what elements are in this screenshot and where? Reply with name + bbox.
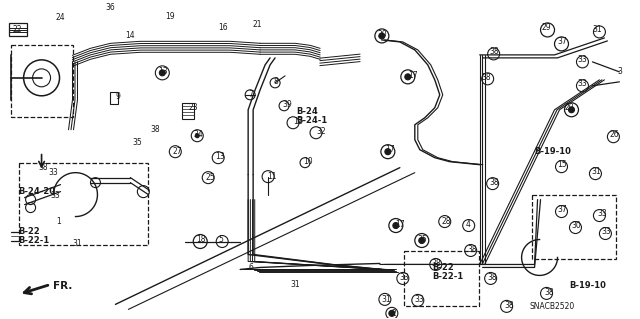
Text: 18: 18 [196,235,205,244]
Text: 3: 3 [618,67,622,76]
Text: 33: 33 [602,227,611,236]
Text: 30: 30 [572,221,581,230]
Circle shape [195,134,199,138]
Text: 36: 36 [106,4,115,12]
Text: B-24-20: B-24-20 [19,187,56,196]
Text: 31: 31 [72,239,82,248]
Text: 38: 38 [488,273,497,282]
Text: B-24: B-24 [296,107,318,116]
Text: 13: 13 [215,152,225,161]
Text: 17: 17 [395,220,404,229]
Bar [19,163,148,244]
Text: 20: 20 [564,103,574,112]
Text: 35: 35 [418,235,428,244]
Text: 2: 2 [392,309,397,318]
Bar [182,103,195,119]
Circle shape [568,107,575,113]
Bar [11,45,72,117]
Text: 14: 14 [125,32,135,41]
Text: 7: 7 [248,90,253,99]
Text: 33: 33 [597,209,607,218]
Text: 22: 22 [13,26,22,34]
Text: 38: 38 [545,288,554,297]
Text: 33: 33 [415,295,424,304]
Text: 23: 23 [188,103,198,112]
Text: 35: 35 [132,138,142,147]
Text: 38: 38 [490,48,499,56]
Text: 32: 32 [316,127,326,136]
Text: 17: 17 [385,145,394,154]
Circle shape [405,74,411,80]
Text: 4: 4 [466,220,470,229]
Text: 33: 33 [49,168,58,177]
Text: B-22-1: B-22-1 [19,236,50,245]
Text: 1: 1 [56,217,61,226]
Text: 25: 25 [205,173,215,182]
Text: 38: 38 [150,125,160,134]
Text: B-19-10: B-19-10 [534,147,572,156]
Circle shape [389,310,395,316]
Circle shape [419,238,425,243]
Text: 38: 38 [432,259,442,268]
Text: 11: 11 [267,172,276,181]
Text: 37: 37 [557,37,567,46]
Text: 33: 33 [577,56,588,64]
Text: 34: 34 [193,130,203,139]
Text: 33: 33 [51,191,60,200]
Text: 31: 31 [382,295,392,304]
Text: 31: 31 [593,26,602,34]
Text: 27: 27 [172,147,182,156]
Text: B-22-1: B-22-1 [432,272,463,281]
Circle shape [379,33,385,39]
Text: 17: 17 [408,71,417,80]
Text: B-24-1: B-24-1 [296,116,327,125]
Text: 12: 12 [293,117,303,126]
Text: 29: 29 [541,23,551,33]
Text: B-19-10: B-19-10 [570,281,606,290]
Circle shape [385,149,391,155]
Text: 31: 31 [591,167,601,176]
Text: 6: 6 [248,263,253,272]
Text: 21: 21 [252,20,262,29]
Text: 28: 28 [442,217,451,226]
Text: 19: 19 [165,12,175,21]
Text: 5: 5 [218,235,223,244]
Bar [111,92,118,104]
Circle shape [393,223,399,228]
Text: 38: 38 [490,178,499,187]
Text: 16: 16 [218,23,228,33]
Text: 38: 38 [38,163,48,172]
Text: 33: 33 [400,273,410,282]
Text: 33: 33 [577,79,588,88]
Text: 13: 13 [158,67,168,76]
Text: 38: 38 [468,245,477,254]
Text: B-22: B-22 [19,227,40,236]
Bar [404,251,479,306]
Text: 9: 9 [115,92,120,101]
Text: 10: 10 [303,157,313,166]
Text: 20: 20 [378,30,387,40]
Text: 38: 38 [482,73,492,82]
Text: 26: 26 [609,130,619,139]
Text: 24: 24 [56,13,65,22]
Text: 8: 8 [273,77,278,86]
Circle shape [159,70,165,76]
Bar [8,23,27,36]
Text: 31: 31 [290,280,300,289]
Text: FR.: FR. [52,281,72,292]
Text: 38: 38 [504,301,515,310]
Text: 37: 37 [557,205,567,214]
Text: B-22: B-22 [432,263,454,272]
Bar [532,195,616,259]
Text: SNACB2520: SNACB2520 [529,302,575,311]
Text: 39: 39 [282,100,292,109]
Text: 15: 15 [557,160,567,169]
